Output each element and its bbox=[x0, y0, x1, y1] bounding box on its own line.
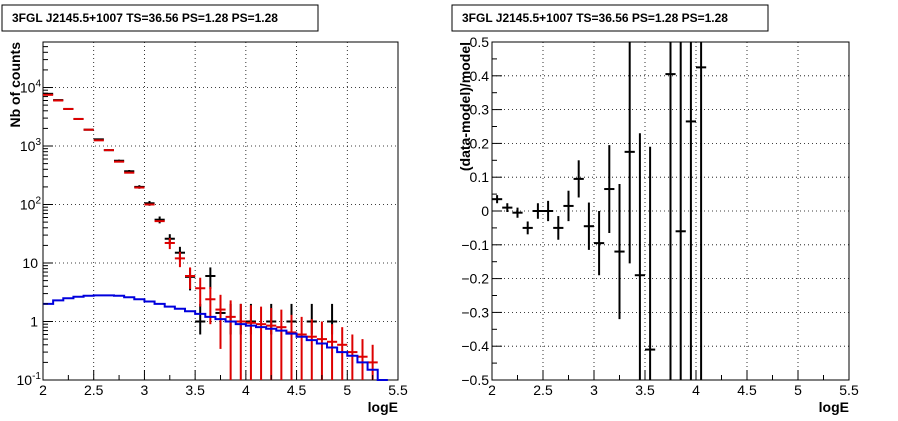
residual-data-point bbox=[645, 146, 656, 380]
residual-panel: 3FGL J2145.5+1007 TS=36.56 PS=1.28 PS=1.… bbox=[451, 4, 859, 415]
residual-x-tick-label: 4 bbox=[692, 382, 700, 398]
counts-y-tick-label: 103 bbox=[20, 137, 42, 154]
residual-data-point bbox=[604, 145, 615, 233]
counts-model-point bbox=[276, 309, 287, 380]
counts-ticks: 2 2.5 3 3.5 4 4.5 5 5.5 10-1 1 10 102 103 104 bbox=[17, 41, 408, 398]
residual-data-point bbox=[573, 160, 584, 198]
counts-y-tick-label: 104 bbox=[20, 79, 42, 96]
counts-model-point bbox=[327, 324, 338, 380]
residual-y-tick-label: 0.3 bbox=[470, 102, 490, 118]
residual-data-point bbox=[553, 216, 564, 240]
residual-data-point bbox=[563, 190, 574, 222]
counts-data-point bbox=[154, 216, 165, 224]
counts-x-tick-label: 5.5 bbox=[388, 382, 408, 398]
residual-x-axis-label: logE bbox=[819, 399, 849, 415]
residual-data-point bbox=[543, 200, 554, 222]
counts-x-tick-label: 4.5 bbox=[287, 382, 307, 398]
residual-x-tick-label: 3 bbox=[590, 382, 598, 398]
residual-series bbox=[492, 42, 707, 380]
residual-data-point bbox=[583, 202, 594, 250]
counts-grid bbox=[43, 42, 398, 380]
counts-model-point bbox=[164, 238, 175, 250]
counts-x-tick-label: 4 bbox=[242, 382, 250, 398]
residual-data-point bbox=[492, 195, 503, 204]
residual-ticks: 2 2.5 3 3.5 4 4.5 5 5.5 −0.5 −0.4 −0.3 −0.2 −0.1 0 0.1… bbox=[461, 34, 859, 398]
counts-model-point bbox=[235, 303, 246, 380]
residual-data-point bbox=[685, 42, 696, 380]
residual-data-point bbox=[512, 207, 523, 218]
residual-x-tick-label: 5.5 bbox=[839, 382, 859, 398]
counts-model-point bbox=[316, 321, 327, 380]
counts-model-point bbox=[367, 344, 378, 380]
residual-y-tick-label: 0.5 bbox=[470, 34, 490, 50]
counts-series bbox=[43, 92, 388, 381]
residual-y-tick-label: −0.2 bbox=[461, 271, 489, 287]
residual-data-point bbox=[502, 203, 513, 213]
counts-model-point bbox=[256, 306, 267, 380]
residual-data-point bbox=[624, 42, 635, 264]
residual-x-tick-label: 4.5 bbox=[737, 382, 757, 398]
counts-y-tick-label: 10-1 bbox=[17, 371, 42, 388]
residual-x-tick-label: 2.5 bbox=[533, 382, 553, 398]
counts-panel: 3FGL J2145.5+1007 TS=36.56 PS=1.28 PS=1.… bbox=[1, 4, 408, 415]
residual-y-tick-label: −0.4 bbox=[461, 338, 489, 354]
residual-title: 3FGL J2145.5+1007 TS=36.56 PS=1.28 PS=1.… bbox=[462, 11, 728, 25]
counts-model-point bbox=[286, 314, 297, 380]
residual-data-point bbox=[675, 42, 686, 380]
residual-y-tick-label: 0.4 bbox=[470, 68, 490, 84]
residual-data-point bbox=[696, 42, 707, 380]
residual-data-point bbox=[532, 203, 543, 219]
counts-model-point bbox=[266, 308, 277, 380]
counts-x-tick-label: 3 bbox=[141, 382, 149, 398]
counts-y-tick-label: 10 bbox=[22, 255, 38, 271]
counts-x-tick-label: 3.5 bbox=[185, 382, 205, 398]
counts-model-point bbox=[215, 294, 226, 349]
residual-title-box bbox=[451, 4, 769, 32]
residual-data-point bbox=[634, 133, 645, 380]
counts-x-tick-label: 2 bbox=[39, 382, 47, 398]
counts-x-tick-label: 2.5 bbox=[84, 382, 104, 398]
counts-title: 3FGL J2145.5+1007 TS=36.56 PS=1.28 PS=1.… bbox=[12, 11, 278, 25]
counts-model-point bbox=[357, 339, 368, 380]
counts-data-point bbox=[205, 267, 216, 289]
residual-data-point bbox=[594, 211, 605, 276]
residual-y-tick-label: 0.2 bbox=[470, 135, 490, 151]
counts-model-point bbox=[347, 334, 358, 380]
residual-y-tick-label: −0.3 bbox=[461, 304, 489, 320]
residual-data-point bbox=[522, 221, 533, 235]
counts-model-point bbox=[185, 267, 196, 289]
counts-model-point bbox=[306, 319, 317, 380]
counts-model-point bbox=[195, 277, 206, 307]
residual-x-tick-label: 3.5 bbox=[635, 382, 655, 398]
counts-model-point bbox=[174, 251, 185, 268]
residual-y-axis-label: (data-model)/model bbox=[457, 42, 473, 171]
counts-y-tick-label: 102 bbox=[20, 196, 42, 213]
residual-data-point bbox=[614, 183, 625, 320]
residual-x-tick-label: 5 bbox=[794, 382, 802, 398]
counts-model-point bbox=[205, 286, 216, 325]
counts-data-point bbox=[195, 303, 206, 335]
counts-x-axis-label: logE bbox=[368, 399, 398, 415]
counts-x-tick-label: 5 bbox=[343, 382, 351, 398]
counts-title-box bbox=[1, 4, 319, 32]
counts-y-axis-label: Nb of counts bbox=[7, 42, 23, 128]
residual-y-tick-label: −0.1 bbox=[461, 237, 489, 253]
counts-model-point bbox=[337, 327, 348, 380]
residual-y-tick-label: 0 bbox=[481, 203, 489, 219]
counts-model-component-line bbox=[43, 294, 388, 381]
residual-x-tick-label: 2 bbox=[488, 382, 496, 398]
residual-data-point bbox=[665, 42, 676, 380]
residual-y-tick-label: 0.1 bbox=[470, 169, 490, 185]
counts-model-point bbox=[225, 300, 236, 380]
counts-y-tick-label: 1 bbox=[30, 314, 38, 330]
counts-model-point bbox=[296, 316, 307, 380]
counts-model-point bbox=[245, 305, 256, 380]
residual-y-tick-label: −0.5 bbox=[461, 372, 489, 388]
